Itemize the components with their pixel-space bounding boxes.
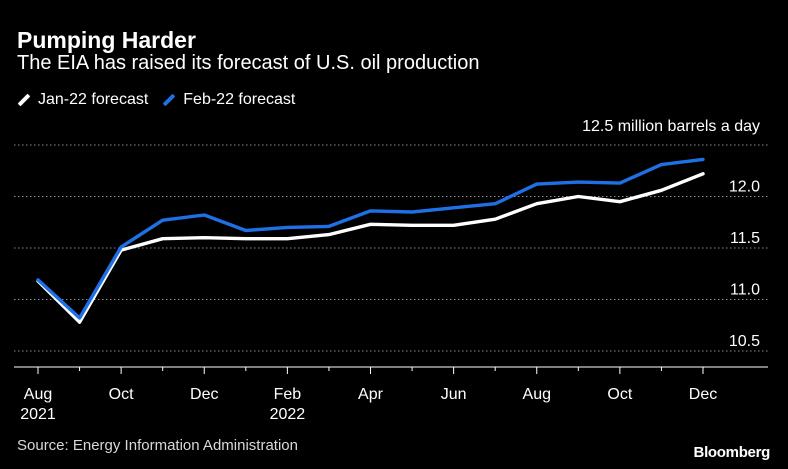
x-tick-label: Jun [441,386,467,403]
bloomberg-logo: Bloomberg [693,444,771,461]
x-tick-label: Oct [607,386,632,403]
x-tick-label: Dec [190,386,218,403]
y-tick-label: 10.5 [729,333,760,350]
legend-item-jan: Jan-22 forecast [17,91,148,109]
y-tick-label: 11.0 [730,282,760,299]
axis-labels: 10.5 11.0 11.5 12.0 Aug 2021 Oct Dec Feb 2022 Apr J… [20,179,760,424]
y-tick-label: 11.5 [730,230,760,247]
y-axis-unit-label: 12.5 million barrels a day [582,118,760,135]
x-tick-label: Oct [109,386,134,403]
x-tick-label: Apr [358,386,384,403]
x-tick-label: Aug [523,386,551,403]
x-axis [14,366,768,374]
series-line-jan-22-forecast [36,172,705,324]
x-tick-year-label: 2022 [270,406,306,423]
x-tick-label: Aug [24,386,52,403]
series-line-feb-22-forecast [36,157,705,320]
legend-label-jan: Jan-22 forecast [38,91,149,108]
x-tick-year-label: 2021 [20,406,56,423]
series-lines [36,157,705,324]
x-tick-label: Feb [274,386,302,403]
legend: Jan-22 forecast Feb-22 forecast [17,91,309,109]
chart-subtitle: The EIA has raised its forecast of U.S. … [17,52,480,74]
legend-item-feb: Feb-22 forecast [162,91,295,109]
legend-label-feb: Feb-22 forecast [183,91,296,108]
chart-title: Pumping Harder [17,27,196,53]
y-tick-label: 12.0 [729,179,760,196]
source-note: Source: Energy Information Administratio… [17,437,298,454]
x-tick-label: Dec [689,386,717,403]
